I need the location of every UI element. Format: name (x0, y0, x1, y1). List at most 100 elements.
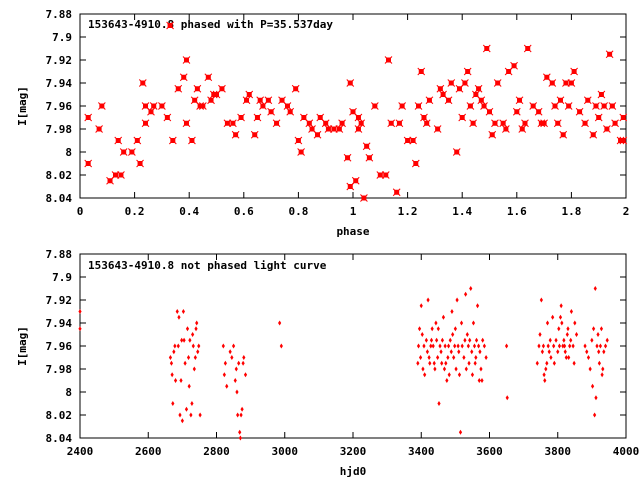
data-point (449, 349, 453, 355)
data-point (458, 113, 467, 122)
data-point (351, 176, 360, 185)
data-point (294, 136, 303, 145)
data-point (583, 96, 592, 105)
data-point (538, 332, 542, 337)
data-point (182, 337, 186, 343)
data-point (409, 136, 417, 145)
x-tick-label: 1.6 (507, 205, 527, 218)
y-tick-label: 7.88 (46, 248, 73, 261)
data-point (398, 102, 406, 110)
data-point (239, 412, 243, 418)
data-point (440, 337, 445, 343)
chart-title: 153643-4910.8 phased with P=35.537day (88, 18, 333, 31)
data-point (191, 343, 195, 349)
data-point (608, 102, 617, 110)
data-point (581, 119, 589, 128)
data-point (545, 320, 550, 326)
data-point (416, 360, 420, 366)
data-point (439, 349, 443, 355)
data-point (603, 343, 608, 349)
data-point (456, 343, 460, 349)
y-tick-label: 7.9 (52, 271, 72, 284)
data-point (403, 136, 412, 145)
data-point (552, 343, 556, 349)
data-point (535, 360, 539, 366)
data-point (597, 360, 601, 366)
data-point (222, 372, 226, 378)
data-point (346, 79, 355, 87)
data-point (548, 79, 557, 87)
data-point (179, 378, 183, 383)
data-point (185, 326, 190, 332)
data-point (370, 102, 379, 110)
data-point (562, 337, 566, 343)
x-tick-label: 3000 (272, 445, 299, 458)
data-point (436, 84, 445, 93)
data-point (426, 297, 430, 303)
data-point (189, 412, 193, 418)
x-tick-label: 0.2 (125, 205, 145, 218)
data-point (181, 309, 185, 314)
x-tick-label: 1.4 (452, 205, 472, 218)
data-point (447, 372, 451, 378)
data-point (557, 343, 562, 349)
y-tick-label: 7.98 (46, 123, 73, 136)
data-point (558, 314, 563, 320)
data-point (338, 119, 346, 128)
data-point (556, 349, 560, 355)
data-point (357, 119, 366, 128)
y-axis-label: I[mag] (16, 86, 29, 126)
data-point (362, 142, 371, 151)
data-point (493, 79, 502, 87)
data-point (475, 303, 480, 309)
data-point (253, 113, 262, 122)
x-tick-label: 1.2 (398, 205, 418, 218)
data-point (196, 349, 200, 355)
data-point (305, 119, 314, 128)
data-point (221, 343, 225, 349)
data-point (593, 412, 597, 418)
data-point (230, 355, 234, 360)
data-point (223, 119, 232, 128)
data-point (387, 119, 396, 128)
x-tick-label: 2 (623, 205, 630, 218)
data-point (183, 360, 187, 366)
data-point (381, 171, 390, 179)
data-point (432, 360, 436, 366)
data-point (515, 96, 524, 105)
data-point (481, 337, 485, 343)
data-point (198, 102, 207, 110)
data-point (464, 291, 468, 297)
data-point (480, 378, 484, 383)
data-point (111, 171, 120, 179)
data-point (544, 366, 548, 372)
data-point (553, 119, 562, 128)
data-point (539, 297, 543, 303)
data-point (597, 349, 601, 355)
data-point (433, 366, 437, 372)
data-point (272, 119, 281, 128)
data-point (590, 337, 594, 343)
x-tick-label: 0.8 (288, 205, 308, 218)
y-tick-label: 7.94 (46, 77, 73, 90)
data-point (173, 378, 178, 383)
data-point (267, 107, 275, 116)
data-point (425, 96, 434, 105)
data-point (95, 125, 103, 133)
data-point (434, 320, 438, 326)
data-point (600, 372, 604, 378)
x-tick-label: 4000 (613, 445, 640, 458)
x-tick-label: 2600 (135, 445, 162, 458)
data-point (240, 406, 244, 412)
x-tick-label: 2800 (203, 445, 230, 458)
data-point (477, 378, 481, 383)
data-point (243, 372, 248, 378)
data-point (521, 119, 529, 128)
data-point (474, 84, 483, 93)
data-point (573, 320, 577, 326)
data-point (594, 113, 603, 122)
data-point (420, 113, 428, 122)
data-point (438, 343, 442, 349)
data-point (450, 309, 454, 314)
data-point (343, 153, 352, 162)
